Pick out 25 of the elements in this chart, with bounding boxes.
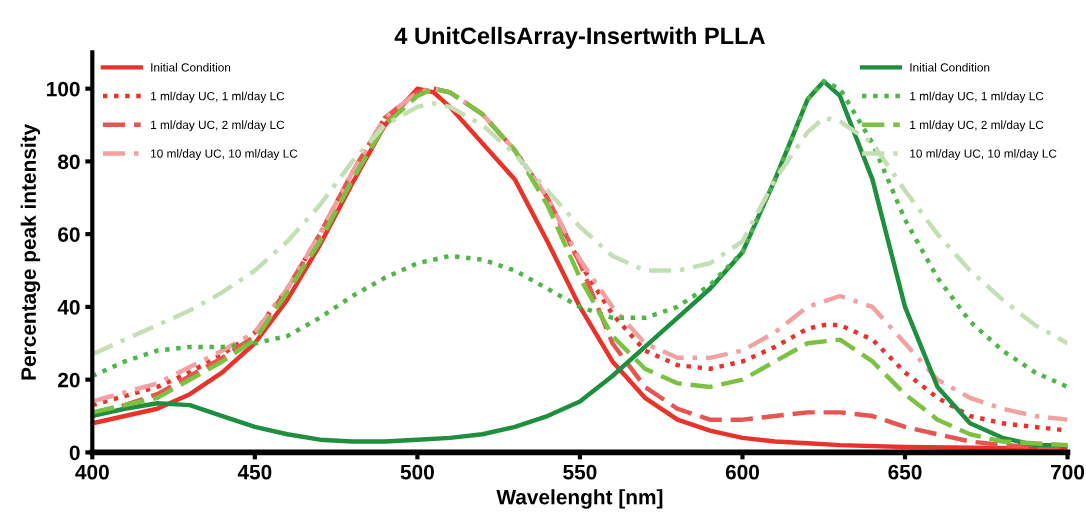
legend-label: Initial Condition (910, 62, 990, 72)
y-tick-label: 0 (69, 445, 80, 461)
legend-label: 10 ml/day UC, 10 ml/day LC (910, 149, 1057, 161)
y-tick-label: 40 (57, 299, 80, 315)
x-tick-label: 400 (75, 464, 109, 480)
legend-label: Initial Condition (151, 62, 231, 72)
x-tick-label: 700 (1051, 464, 1085, 480)
chart-title: 4 UnitCellsArray-Insertwith PLLA (394, 26, 765, 49)
x-tick-label: 500 (400, 464, 434, 480)
line-series (92, 101, 1068, 357)
legend-label: 1 ml/day UC, 2 ml/day LC (910, 120, 1044, 132)
y-tick-label: 100 (47, 81, 80, 97)
legend-label: 10 ml/day UC, 10 ml/day LC (151, 149, 298, 161)
x-tick-label: 600 (725, 464, 759, 480)
legend-label: 1 ml/day UC, 1 ml/day LC (910, 91, 1044, 103)
x-tick-label: 450 (237, 464, 272, 480)
legend-label: 1 ml/day UC, 2 ml/day LC (151, 120, 285, 132)
x-axis-title: Wavelenght [nm] (496, 489, 663, 509)
legend-label: 1 ml/day UC, 1 ml/day LC (151, 91, 285, 103)
y-tick-label: 80 (57, 154, 80, 170)
x-tick-label: 650 (888, 464, 922, 480)
x-tick-label: 550 (563, 464, 597, 480)
y-axis-title: Percentage peak intensity (20, 123, 41, 380)
y-tick-label: 20 (58, 372, 80, 388)
y-tick-label: 60 (58, 227, 80, 242)
